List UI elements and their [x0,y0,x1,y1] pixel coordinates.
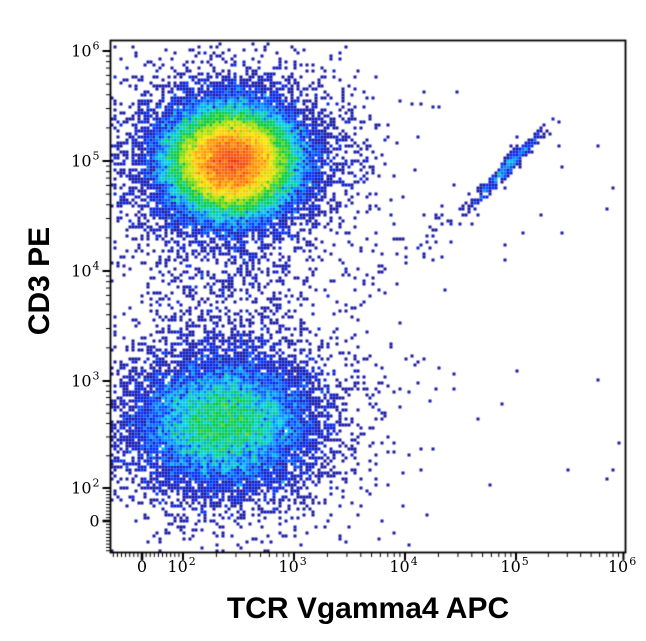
x-tick-label-10^2: 102 [167,554,196,576]
x-tick-label-0: 0 [136,556,148,576]
y-tick-label-0: 0 [89,511,100,531]
x-tick-label-10^6: 106 [607,554,637,576]
x-tick-label-10^4: 104 [389,554,418,576]
y-tick-label-10^2: 102 [71,476,100,498]
x-tick-label-10^5: 105 [500,554,529,576]
y-tick-label-10^5: 105 [71,149,100,171]
y-tick-label-10^4: 104 [71,259,100,281]
y-axis-title: CD3 PE [23,226,56,336]
x-tick-label-10^3: 103 [278,554,307,576]
x-axis-title: TCR Vgamma4 APC [226,592,510,625]
y-tick-label-10^3: 103 [71,369,100,391]
y-tick-label-10^6: 106 [71,39,100,61]
